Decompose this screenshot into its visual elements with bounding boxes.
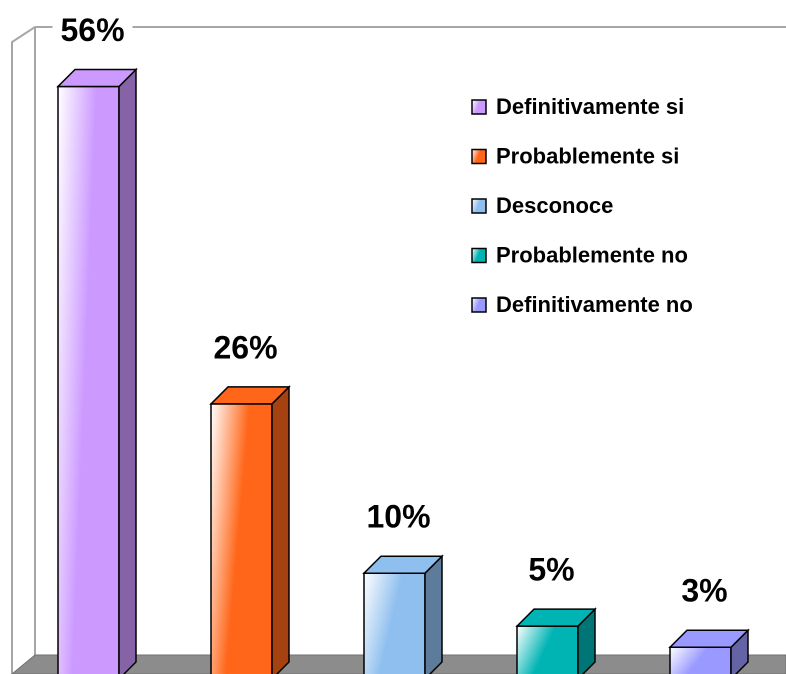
legend-label: Probablemente si: [496, 143, 679, 168]
bar-front: [57, 85, 120, 674]
bar-top: [209, 386, 291, 405]
bar-side-shade: [119, 69, 136, 674]
value-label-bg: [52, 14, 133, 51]
bar-side-shade: [578, 609, 595, 674]
bar-side-shade: [425, 556, 442, 674]
value-label: 56%: [60, 12, 124, 48]
back-wall-edge: [11, 26, 786, 674]
value-label-bg: [664, 575, 745, 612]
bar-front: [516, 625, 579, 674]
bar-group: [56, 67, 138, 674]
frame: [11, 26, 786, 674]
legend-swatch: [471, 148, 487, 165]
legend-swatch: [471, 99, 487, 115]
bar-top: [515, 608, 597, 627]
legend-swatch: [471, 198, 487, 214]
bar-top: [56, 68, 138, 88]
legend-label: Definitivamente si: [496, 94, 684, 119]
value-label: 10%: [366, 499, 430, 535]
legend-swatch: [471, 247, 487, 264]
legend-label: Probablemente no: [496, 242, 688, 267]
legend-swatch: [471, 297, 487, 313]
value-label-bg: [358, 501, 439, 538]
value-label: 5%: [528, 552, 574, 588]
bar-group: [515, 607, 597, 674]
value-label-bg: [511, 554, 592, 591]
bar-front: [363, 572, 426, 674]
bar-group: [668, 628, 750, 674]
bar-top: [362, 555, 444, 574]
value-label: 26%: [213, 329, 277, 365]
bar-group: [362, 554, 444, 674]
legend-label: Desconoce: [496, 193, 613, 218]
value-label: 3%: [681, 573, 727, 609]
bar-side-shade: [731, 630, 748, 674]
bar-group: [209, 385, 291, 674]
bar-front: [210, 403, 273, 674]
value-label-bg: [205, 331, 286, 368]
legend-label: Definitivamente no: [496, 292, 693, 317]
bar-front: [669, 646, 732, 674]
bar-side-shade: [272, 386, 289, 674]
bar-top: [668, 629, 750, 649]
